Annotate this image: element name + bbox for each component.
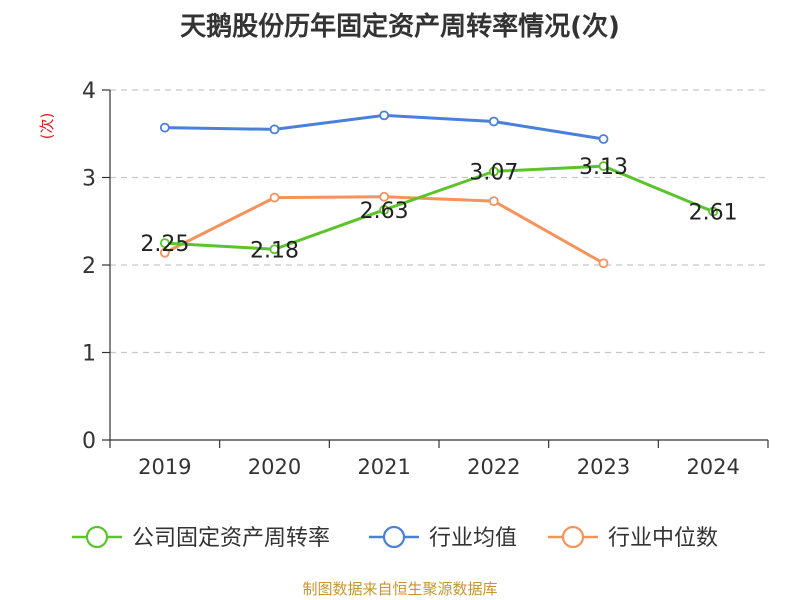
chart-title: 天鹅股份历年固定资产周转率情况(次)	[180, 12, 620, 42]
source-footer: 制图数据来自恒生聚源数据库	[302, 580, 498, 598]
legend-label: 行业均值	[429, 526, 517, 551]
series-point	[379, 191, 390, 202]
legend-marker	[561, 525, 585, 549]
series-point	[159, 247, 170, 258]
series-point	[269, 244, 280, 255]
legend-marker	[382, 525, 406, 549]
data-label: 2.61	[689, 201, 738, 226]
x-tick-label: 2019	[138, 455, 191, 479]
legend: 公司固定资产周转率 行业均值 行业中位数	[72, 525, 718, 551]
series-group	[159, 110, 719, 269]
y-tick-label: 3	[82, 167, 96, 192]
axes: 0 1 2 3 4 2019 2020 2021 2022 2023 2024 (次)	[38, 79, 769, 479]
legend-marker	[85, 525, 109, 549]
series-point	[488, 166, 499, 177]
y-axis-label: (次)	[38, 113, 56, 140]
series-point	[269, 124, 280, 135]
x-tick-label: 2022	[467, 455, 520, 479]
series-point	[159, 122, 170, 133]
data-labels: 2.25 2.18 2.63 3.07 3.13 2.61	[140, 155, 737, 263]
x-tick-label: 2021	[357, 455, 410, 479]
series-line	[164, 164, 714, 251]
legend-label: 公司固定资产周转率	[132, 526, 330, 551]
series-point	[379, 204, 390, 215]
x-tick-label: 2024	[686, 455, 739, 479]
series-point	[159, 238, 170, 249]
y-tick-label: 0	[82, 429, 96, 454]
series-point	[598, 161, 609, 172]
legend-label: 行业中位数	[608, 526, 718, 551]
data-label: 2.25	[140, 232, 189, 257]
series-point	[598, 258, 609, 269]
data-label: 3.13	[579, 155, 628, 180]
data-label: 2.63	[360, 199, 409, 224]
series-point	[598, 134, 609, 144]
series-point	[488, 196, 499, 207]
series-point	[488, 116, 499, 127]
y-tick-label: 2	[82, 254, 96, 279]
x-tick-label: 2023	[577, 455, 630, 479]
y-tick-label: 4	[82, 79, 96, 104]
series-point	[269, 192, 280, 203]
x-tick-label: 2020	[248, 455, 301, 479]
data-label: 2.18	[250, 238, 299, 263]
series-point	[379, 110, 390, 121]
y-tick-label: 1	[82, 342, 96, 367]
series-point	[708, 206, 719, 217]
data-label: 3.07	[469, 160, 518, 185]
